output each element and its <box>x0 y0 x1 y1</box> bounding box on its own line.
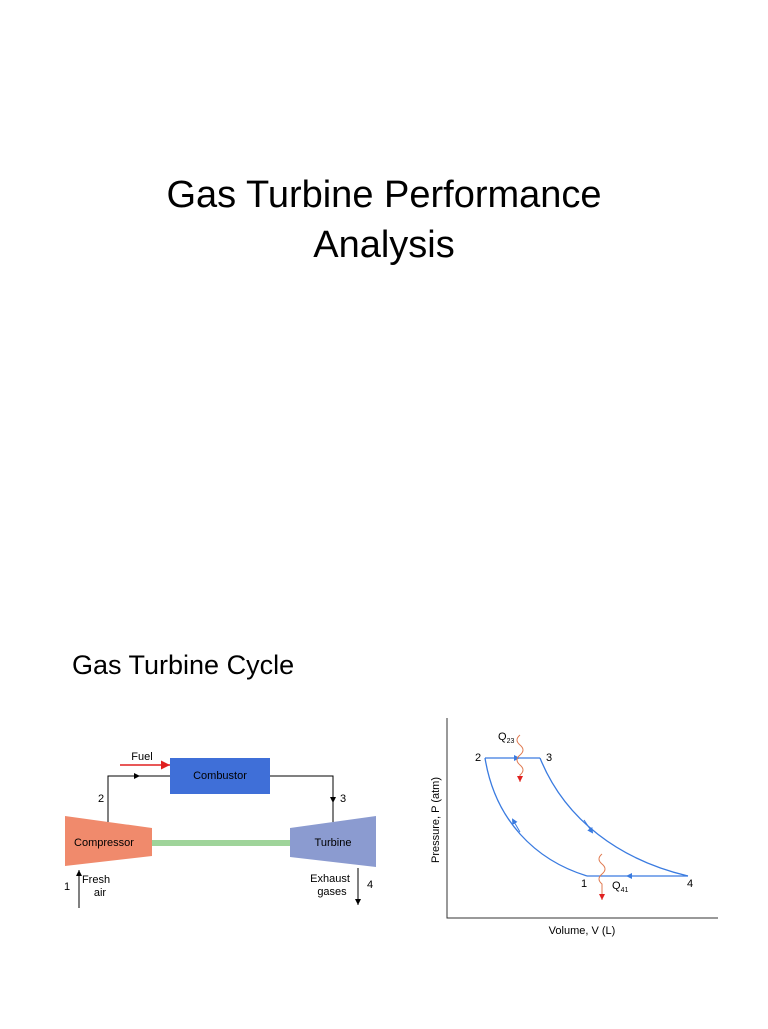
inlet-label: Fresh <box>82 874 110 886</box>
symbol: Q <box>498 731 507 743</box>
title: Analysis <box>313 224 455 266</box>
turbine-label: Turbine <box>315 837 352 849</box>
subscript: 23 <box>507 738 515 745</box>
heat-out-label: Q41 <box>612 880 628 894</box>
subscript: 41 <box>621 887 629 894</box>
state-label: 4 <box>687 878 693 890</box>
schematic: Fuel Combustor 2 3 Compressor Turbine 1 … <box>64 751 376 908</box>
state-label: 3 <box>546 752 552 764</box>
compressor <box>65 816 152 866</box>
y-axis-label: Pressure, P (atm) <box>430 777 442 863</box>
heat-out-arrow <box>598 853 606 900</box>
outlet-label: Exhaust <box>310 873 350 885</box>
turbine <box>290 816 376 867</box>
state-label: 2 <box>475 752 481 764</box>
heat-in-label: Q23 <box>498 731 514 745</box>
outlet-label: gases <box>317 886 347 898</box>
state-label: 4 <box>367 879 373 891</box>
state-label: 2 <box>98 793 104 805</box>
heading: Gas Turbine Cycle <box>72 650 294 680</box>
pv-diagram: Volume, V (L) Pressure, P (atm) 2 3 1 4 … <box>430 718 718 937</box>
process-line <box>484 757 588 877</box>
x-axis-label: Volume, V (L) <box>549 925 616 937</box>
symbol: Q <box>612 880 621 892</box>
compressor-label: Compressor <box>74 837 134 849</box>
inlet-label: air <box>94 887 107 899</box>
heat-in-arrow <box>516 734 524 782</box>
state-label: 3 <box>340 793 346 805</box>
process-line <box>539 757 689 877</box>
state-label: 1 <box>64 881 70 893</box>
flow-line <box>107 773 140 822</box>
state-label: 1 <box>581 878 587 890</box>
fuel-label: Fuel <box>131 751 152 763</box>
combustor <box>170 758 270 794</box>
flow-line <box>270 775 336 803</box>
combustor-label: Combustor <box>193 770 247 782</box>
axes <box>446 718 718 919</box>
title: Gas Turbine Performance <box>166 174 601 216</box>
direction-arrow <box>583 819 594 834</box>
direction-arrow <box>511 818 521 833</box>
